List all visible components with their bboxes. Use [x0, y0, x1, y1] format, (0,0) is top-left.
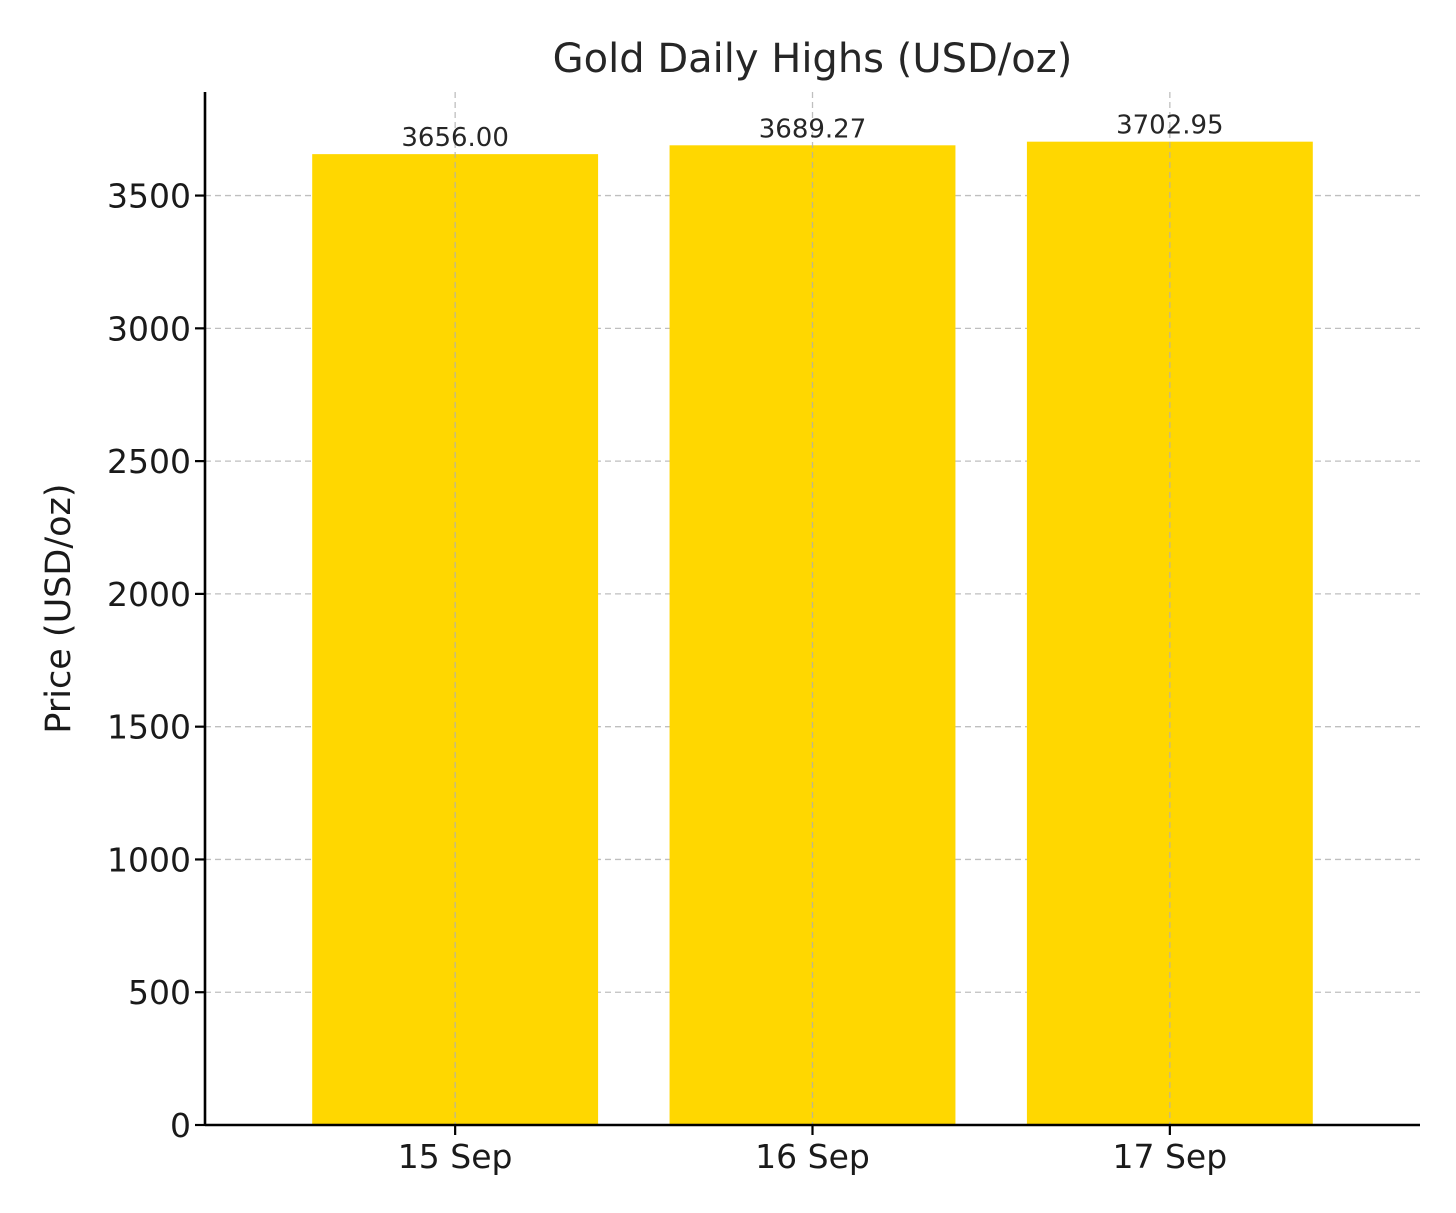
y-tick-label: 2500	[107, 442, 191, 481]
y-tick-label: 500	[128, 973, 191, 1012]
labels: 0 500 1000 1500 2000 2500 3000 3500 3656.00 15 Se…	[107, 111, 1227, 1176]
x-tick-label: 17 Sep	[1113, 1137, 1228, 1176]
bar	[312, 154, 599, 1125]
y-axis-label: Price (USD/oz)	[39, 483, 79, 733]
y-tick-label: 3500	[107, 177, 191, 216]
bar-value-label: 3689.27	[759, 114, 867, 144]
axes	[195, 92, 1420, 1135]
bar-value-label: 3656.00	[401, 123, 509, 153]
vertical-grid	[454, 92, 1171, 1125]
y-tick-label: 0	[170, 1106, 191, 1145]
y-tick-label: 1500	[107, 708, 191, 747]
y-tick-label: 3000	[107, 309, 191, 348]
bar-value-label: 3702.95	[1116, 111, 1224, 141]
y-tick-label: 1000	[107, 840, 191, 879]
y-tick-label: 2000	[107, 575, 191, 614]
x-tick-label: 15 Sep	[398, 1137, 513, 1176]
x-tick-label: 16 Sep	[755, 1137, 870, 1176]
chart-title: Gold Daily Highs (USD/oz)	[553, 36, 1073, 82]
